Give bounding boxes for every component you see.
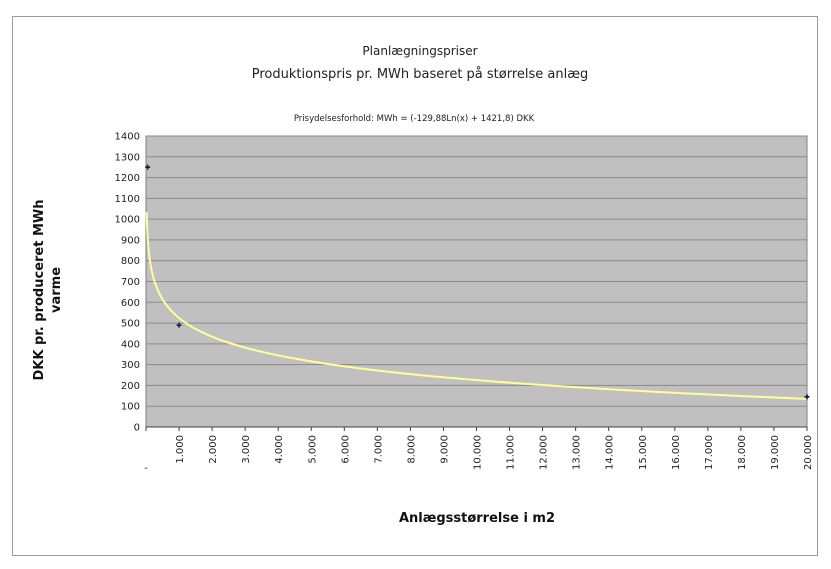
trendline xyxy=(145,212,808,400)
x-tick-label: 18.000 xyxy=(737,435,748,470)
x-tick-label: 14.000 xyxy=(605,435,616,470)
x-tick-label: 5.000 xyxy=(307,435,318,464)
x-tick-label: 3.000 xyxy=(241,435,252,464)
y-tick-label: 1300 xyxy=(115,152,140,163)
x-tick-label: 9.000 xyxy=(439,435,450,464)
y-tick-label: 700 xyxy=(121,277,140,288)
y-axis-title-line1: DKK pr. produceret MWh xyxy=(32,199,47,380)
x-tick-label: 11.000 xyxy=(506,435,517,470)
y-tick-label: 800 xyxy=(121,256,140,267)
x-tick-label: 1.000 xyxy=(175,435,186,464)
data-point xyxy=(145,164,151,170)
x-tick-label: 15.000 xyxy=(638,435,649,470)
y-tick-label: 400 xyxy=(121,339,140,350)
y-tick-label: 300 xyxy=(121,360,140,371)
x-tick-label: 19.000 xyxy=(770,435,781,470)
x-tick-label: - xyxy=(144,463,148,474)
y-tick-label: 1200 xyxy=(115,173,140,184)
x-tick-label: 12.000 xyxy=(539,435,550,470)
chart-subtitle: Produktionspris pr. MWh baseret på størr… xyxy=(252,67,589,82)
x-tick-label: 2.000 xyxy=(208,435,219,464)
x-tick-label: 7.000 xyxy=(373,435,384,464)
data-point xyxy=(804,394,810,400)
chart-annotation: Prisydelsesforhold: MWh = (-129,88Ln(x) … xyxy=(294,114,535,124)
y-tick-label: 100 xyxy=(121,402,140,413)
x-tick-label: 6.000 xyxy=(340,435,351,464)
x-tick-labels: - 1.000 2.000 3.000 4.000 5.000 6.000 7.000 8.00… xyxy=(144,427,814,474)
gridlines xyxy=(146,135,807,428)
y-tick-label: 900 xyxy=(121,235,140,246)
y-tick-label: 200 xyxy=(121,381,140,392)
x-tick-label: 4.000 xyxy=(274,435,285,464)
y-tick-label: 600 xyxy=(121,298,140,309)
x-axis-title: Anlægsstørrelse i m2 xyxy=(399,511,555,526)
y-tick-label: 1100 xyxy=(115,194,140,205)
y-tick-label: 1400 xyxy=(115,132,140,143)
y-axis-title-line2: varme xyxy=(49,267,64,313)
y-tick-labels: 0 100 200 300 400 500 600 700 800 900 1000 1100 1200… xyxy=(115,132,140,434)
chart-title: Planlægningspriser xyxy=(362,44,477,58)
y-tick-label: 0 xyxy=(134,423,140,434)
x-tick-label: 20.000 xyxy=(803,435,814,470)
x-tick-label: 17.000 xyxy=(704,435,715,470)
y-tick-label: 1000 xyxy=(115,215,140,226)
x-tick-label: 16.000 xyxy=(671,435,682,470)
data-points xyxy=(145,164,810,400)
data-point xyxy=(176,322,182,328)
y-tick-label: 500 xyxy=(121,319,140,330)
x-tick-label: 10.000 xyxy=(473,435,484,470)
x-tick-label: 8.000 xyxy=(406,435,417,464)
x-tick-label: 13.000 xyxy=(572,435,583,470)
